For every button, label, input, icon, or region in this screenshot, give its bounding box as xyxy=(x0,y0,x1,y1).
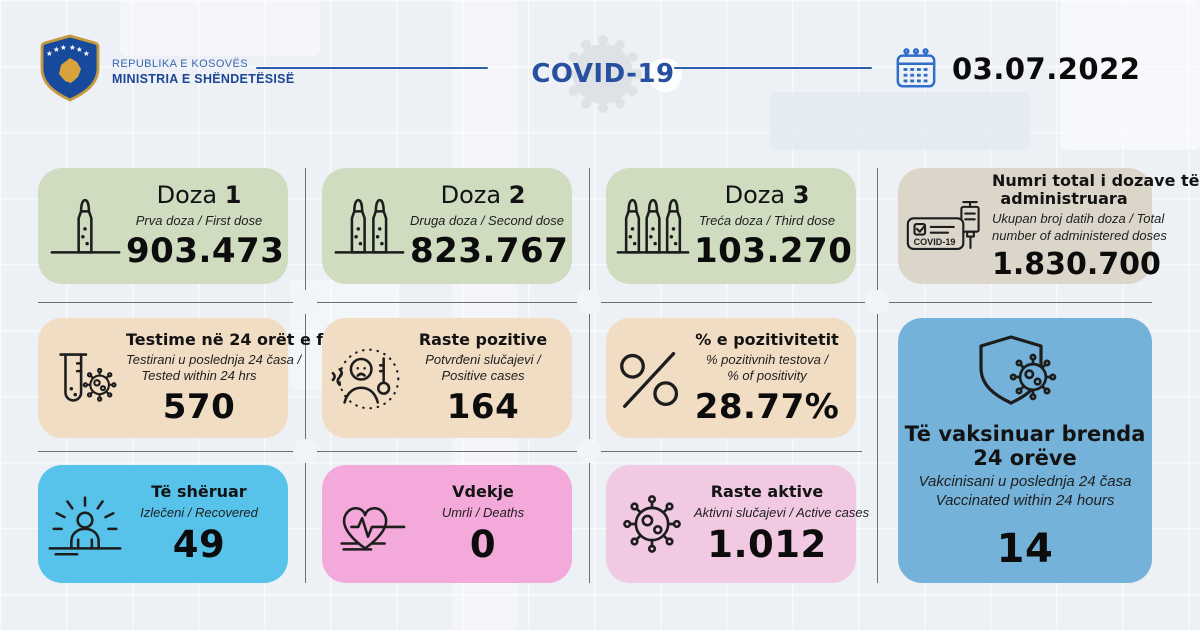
calendar-icon xyxy=(896,48,936,88)
divider-node xyxy=(577,290,601,314)
test-tube-icon xyxy=(44,341,126,415)
org-name-line1: REPUBLIKA E KOSOVËS xyxy=(112,58,248,70)
divider-vertical-2 xyxy=(589,168,590,583)
card-subtitle: Testirani u poslednja 24 časa / Tested w… xyxy=(126,352,302,384)
background-decor xyxy=(120,0,320,56)
divider-horizontal-2 xyxy=(38,451,862,452)
card-vaccinated-24h: Të vaksinuar brenda 24 orëve Vakcinisani… xyxy=(898,318,1152,583)
svg-text:★: ★ xyxy=(46,49,53,58)
card-total-doses: COVID-19 Numri total i dozave të adminis… xyxy=(898,168,1200,284)
card-subtitle: Izlečeni / Recovered xyxy=(140,504,258,520)
card-subtitle: Ukupan broj datih doza / Total number of… xyxy=(992,211,1167,243)
card-title: % e pozitivitetit xyxy=(695,329,839,349)
card-subtitle: Prva doza / First dose xyxy=(135,212,263,228)
header-divider-left xyxy=(256,67,488,69)
card-value: 14 xyxy=(996,525,1054,572)
kosovo-coat-of-arms: ★ ★ ★ ★ ★ ★ xyxy=(36,32,104,109)
card-value: 1.830.700 xyxy=(992,246,1161,282)
card-recovered: Të shëruar Izlečeni / Recovered 49 xyxy=(38,465,288,583)
card-value: 903.473 xyxy=(126,231,285,272)
card-value: 28.77% xyxy=(694,386,840,427)
card-positivity-rate: % e pozitivitetit % pozitivnih testova /… xyxy=(606,318,856,438)
divider-node xyxy=(865,290,889,314)
card-title: Doza 3 xyxy=(724,181,810,210)
card-dose-2: Doza 2 Druga doza / Second dose 823.767 xyxy=(322,168,572,284)
report-date: 03.07.2022 xyxy=(894,46,1140,92)
svg-text:★: ★ xyxy=(53,45,60,54)
card-tests-24h: Testime në 24 orët e fundit Testirani u … xyxy=(38,318,371,438)
virus-icon xyxy=(612,486,694,562)
ministry-name: REPUBLIKA E KOSOVËS MINISTRIA E SHËNDETË… xyxy=(112,58,294,87)
card-title: Të shëruar xyxy=(151,482,247,502)
card-subtitle: Potvrđeni slučajevi / Positive cases xyxy=(425,352,541,384)
card-dose-1: Doza 1 Prva doza / First dose 903.473 xyxy=(38,168,288,284)
card-subtitle: Aktivni slučajevi / Active cases xyxy=(694,504,870,520)
svg-text:★: ★ xyxy=(76,45,83,54)
divider-vertical-1 xyxy=(305,168,306,583)
ampoule-double-icon xyxy=(328,189,410,263)
card-title: Vdekje xyxy=(452,482,514,502)
covid19-logo: COVID-19 xyxy=(508,28,698,120)
card-dose-3: Doza 3 Treća doza / Third dose 103.270 xyxy=(606,168,856,284)
card-value: 1.012 xyxy=(707,522,827,566)
card-title: Doza 1 xyxy=(156,181,242,210)
card-subtitle: % pozitivnih testova / % of positivity xyxy=(705,352,829,384)
card-title: Doza 2 xyxy=(440,181,526,210)
divider-vertical-3 xyxy=(877,168,878,583)
card-positive-cases: Raste pozitive Potvrđeni slučajevi / Pos… xyxy=(322,318,572,438)
ampoule-triple-icon xyxy=(612,189,694,263)
card-title: Të vaksinuar brenda 24 orëve xyxy=(904,422,1146,471)
card-title: Raste pozitive xyxy=(418,329,548,349)
ampoule-single-icon xyxy=(44,189,126,263)
date-text: 03.07.2022 xyxy=(952,52,1141,86)
divider-node xyxy=(293,290,317,314)
divider-node xyxy=(293,439,317,463)
card-title: Numri total i dozave të administruara xyxy=(992,170,1200,208)
header-divider-right xyxy=(674,67,872,69)
card-subtitle: Druga doza / Second dose xyxy=(410,212,564,228)
svg-text:★: ★ xyxy=(60,43,67,52)
card-title: Raste aktive xyxy=(710,482,824,502)
card-value: 103.270 xyxy=(694,231,853,272)
virus-watermark-icon xyxy=(564,35,642,113)
recovered-person-icon xyxy=(44,487,126,561)
card-active-cases: Raste aktive Aktivni slučajevi / Active … xyxy=(606,465,870,583)
card-deaths: Vdekje Umrli / Deaths 0 xyxy=(322,465,572,583)
svg-text:★: ★ xyxy=(69,43,76,52)
vaccination-card-icon: COVID-19 xyxy=(904,195,992,257)
heart-ekg-icon xyxy=(328,487,410,561)
org-name-line2: MINISTRIA E SHËNDETËSISË xyxy=(112,71,295,86)
card-title: Testime në 24 orët e fundit xyxy=(126,329,371,349)
card-value: 164 xyxy=(446,386,520,427)
card-subtitle: Vakcinisani u poslednja 24 časa Vaccinat… xyxy=(918,473,1132,510)
percent-icon xyxy=(612,341,694,415)
divider-node xyxy=(577,439,601,463)
card-subtitle: Umrli / Deaths xyxy=(441,504,525,520)
covid19-title: COVID-19 xyxy=(531,59,675,89)
background-decor xyxy=(770,92,1030,150)
icon-label: COVID-19 xyxy=(914,237,956,247)
sick-person-icon xyxy=(328,341,410,415)
card-value: 0 xyxy=(469,522,497,566)
card-value: 49 xyxy=(172,522,226,566)
background-circle-decor xyxy=(648,58,682,92)
shield-virus-icon xyxy=(975,331,1075,419)
card-value: 570 xyxy=(162,386,236,427)
card-subtitle: Treća doza / Third dose xyxy=(698,212,836,228)
background-decor xyxy=(1060,0,1200,150)
svg-text:★: ★ xyxy=(83,49,90,58)
card-value: 823.767 xyxy=(410,231,569,272)
